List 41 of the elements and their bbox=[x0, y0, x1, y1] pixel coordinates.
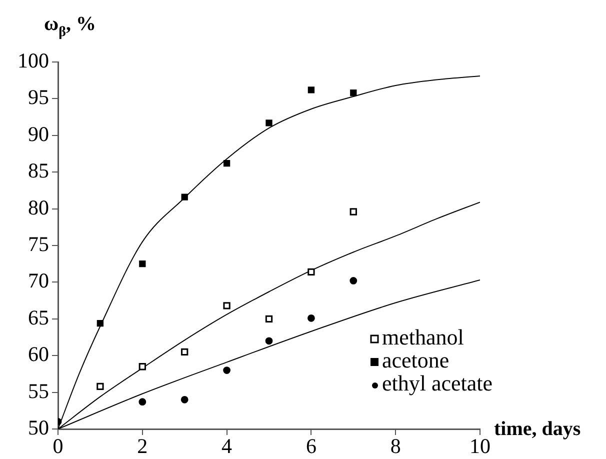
point bbox=[308, 86, 315, 94]
y-tick-label: 55 bbox=[28, 378, 49, 403]
legend-label: acetone bbox=[382, 347, 450, 372]
x-tick-label: 4 bbox=[222, 434, 233, 458]
x-axis-title: time, days bbox=[494, 418, 581, 440]
point bbox=[223, 160, 230, 167]
y-tick-label: 70 bbox=[28, 268, 49, 293]
point bbox=[308, 314, 315, 322]
y-tick-label: 75 bbox=[28, 232, 49, 256]
legend-label: methanol bbox=[382, 324, 464, 350]
point bbox=[181, 194, 188, 200]
y-tick-label: 50 bbox=[28, 416, 49, 440]
point bbox=[265, 337, 273, 345]
y-tick-label: 85 bbox=[28, 158, 49, 183]
point bbox=[223, 302, 230, 310]
point bbox=[139, 260, 146, 268]
point bbox=[96, 320, 104, 327]
point bbox=[350, 208, 357, 216]
y-tick-label: 65 bbox=[28, 305, 49, 330]
x-tick-label: 6 bbox=[306, 434, 316, 458]
point bbox=[181, 348, 188, 356]
x-tick-label: 10 bbox=[470, 434, 490, 458]
point bbox=[223, 366, 230, 374]
y-tick-label: 100 bbox=[18, 48, 49, 73]
y-tick-label: 95 bbox=[28, 85, 49, 110]
point bbox=[96, 382, 104, 390]
point bbox=[350, 90, 357, 96]
x-tick-label: 2 bbox=[137, 434, 148, 458]
point bbox=[138, 398, 146, 406]
y-tick-label: 60 bbox=[28, 342, 49, 366]
x-tick-label: 0 bbox=[52, 434, 64, 458]
y-tick-label: 80 bbox=[28, 195, 49, 220]
y-tick-label: 90 bbox=[28, 122, 49, 146]
point bbox=[308, 268, 315, 276]
point bbox=[266, 120, 272, 126]
x-tick-label: 8 bbox=[390, 434, 401, 458]
point bbox=[180, 396, 188, 404]
point bbox=[265, 315, 273, 322]
point bbox=[138, 363, 146, 370]
point bbox=[350, 277, 358, 284]
legend-label: ethyl acetate bbox=[382, 370, 493, 396]
